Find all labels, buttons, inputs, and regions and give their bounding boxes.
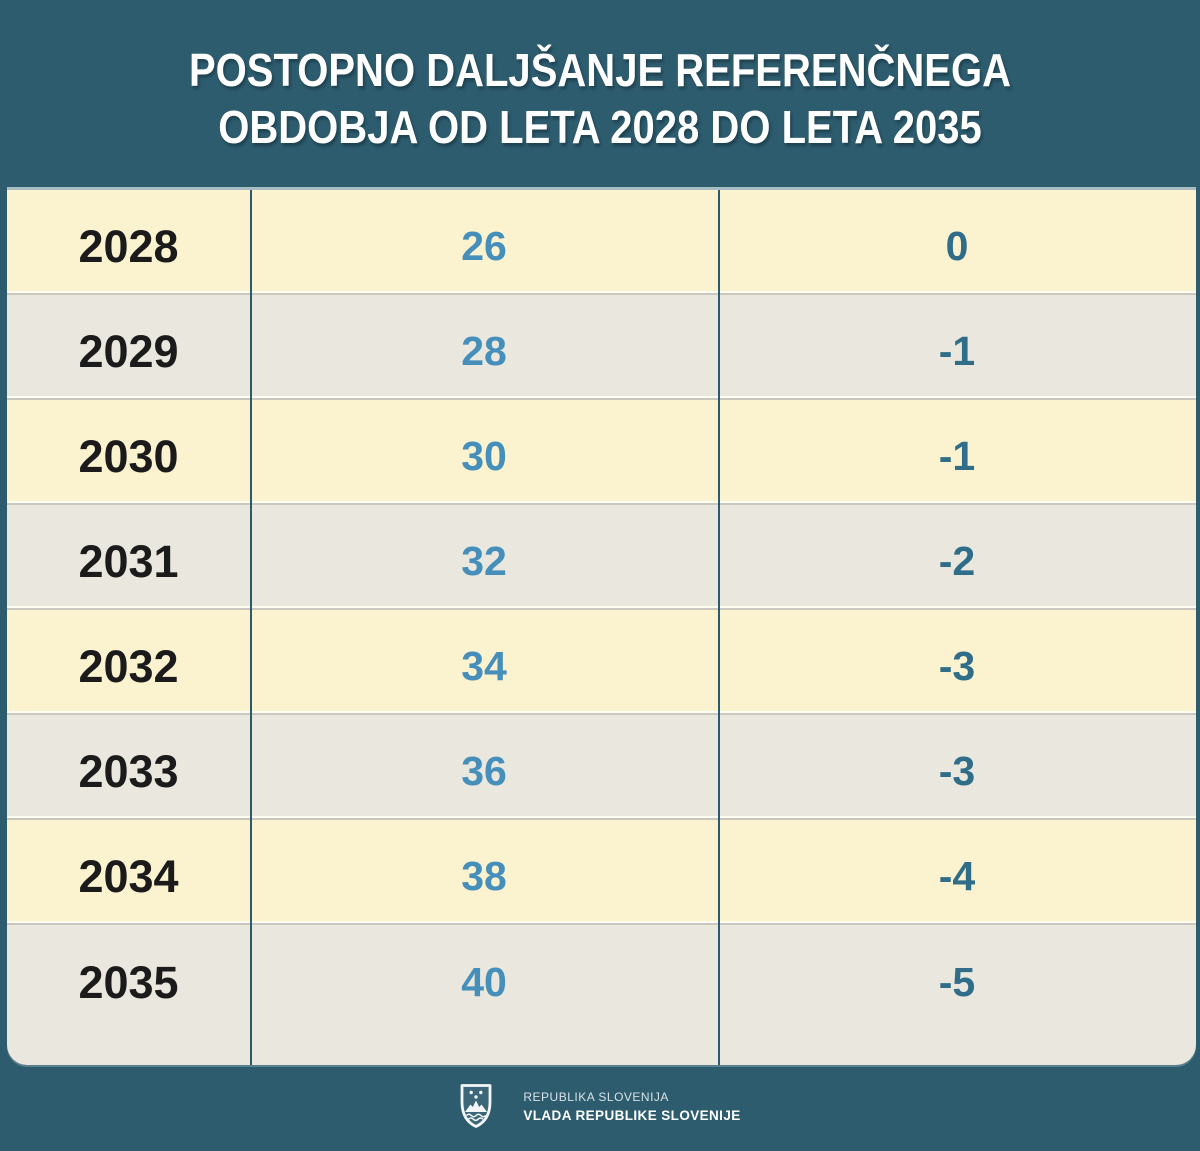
delta-cell: -1 — [938, 433, 976, 479]
year-cell: 2030 — [78, 430, 179, 482]
delta-cell: -3 — [938, 643, 976, 689]
footer-line-1: REPUBLIKA SLOVENIJA — [523, 1089, 669, 1104]
government-logo: REPUBLIKA SLOVENIJA VLADA REPUBLIKE SLOV… — [0, 1083, 1200, 1129]
title-line-2: OBDOBJA OD LETA 2028 DO LETA 2035 — [218, 101, 982, 153]
year-cell: 2029 — [78, 325, 179, 377]
delta-cell: -3 — [938, 748, 976, 794]
value-cell: 28 — [461, 328, 507, 374]
value-cell: 38 — [461, 853, 507, 899]
year-cell: 2032 — [78, 640, 179, 692]
value-cell: 26 — [461, 223, 507, 269]
table-row: 2032 34 -3 — [7, 610, 1196, 715]
delta-cell: -1 — [938, 328, 976, 374]
column-divider-2 — [718, 190, 720, 1065]
value-cell: 34 — [461, 643, 507, 689]
table-row: 2029 28 -1 — [7, 295, 1196, 400]
year-cell: 2033 — [78, 745, 179, 797]
table-row: 2030 30 -1 — [7, 400, 1196, 505]
delta-cell: 0 — [945, 223, 969, 269]
value-cell: 36 — [461, 748, 507, 794]
value-cell: 32 — [461, 538, 507, 584]
delta-cell: -4 — [938, 853, 976, 899]
page-title: POSTOPNO DALJŠANJE REFERENČNEGA OBDOBJA … — [0, 42, 1200, 156]
column-divider-1 — [250, 190, 252, 1065]
value-cell: 30 — [461, 433, 507, 479]
delta-cell: -2 — [938, 538, 976, 584]
footer-text: REPUBLIKA SLOVENIJA VLADA REPUBLIKE SLOV… — [523, 1090, 740, 1123]
table-row: 2033 36 -3 — [7, 715, 1196, 820]
table-row: 2028 26 0 — [7, 190, 1196, 295]
title-line-1: POSTOPNO DALJŠANJE REFERENČNEGA — [188, 44, 1012, 96]
coat-of-arms-icon — [460, 1084, 492, 1128]
delta-cell: -5 — [938, 959, 976, 1005]
value-cell: 40 — [461, 959, 507, 1005]
table-row: 2034 38 -4 — [7, 820, 1196, 925]
year-cell: 2028 — [78, 220, 179, 272]
year-cell: 2035 — [78, 956, 179, 1008]
table-row: 2031 32 -2 — [7, 505, 1196, 610]
year-cell: 2034 — [78, 850, 179, 902]
year-cell: 2031 — [78, 535, 179, 587]
table-row: 2035 40 -5 — [7, 925, 1196, 1065]
footer-line-2: VLADA REPUBLIKE SLOVENIJE — [523, 1107, 741, 1123]
reference-period-table: 2028 26 0 2029 28 -1 2030 30 -1 2031 32 … — [7, 187, 1196, 1065]
